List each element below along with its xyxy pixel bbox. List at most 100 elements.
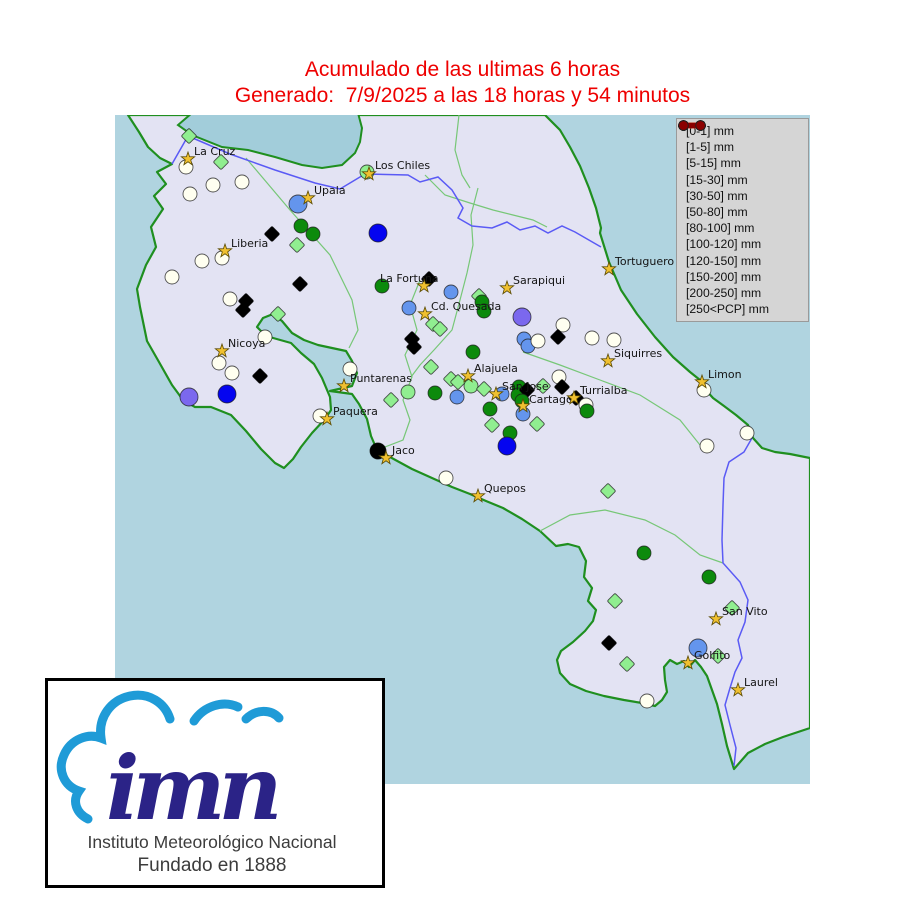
- city-label: Cd. Quesada: [431, 300, 501, 313]
- city-star-paquera: [319, 410, 335, 426]
- legend-item: [80-100] mm: [678, 120, 804, 236]
- station-dot-15-30mm: [476, 303, 492, 319]
- legend-item: [150-200] mm: [678, 120, 804, 285]
- city-label: San Vito: [722, 605, 768, 618]
- imn-logo: imn Instituto Meteorológico Nacional Fun…: [45, 678, 385, 888]
- city-label: Quepos: [484, 482, 526, 495]
- station-dot-0-1mm: [182, 186, 198, 202]
- legend-label: [250<PCP] mm: [686, 302, 769, 317]
- legend-item: [50-80] mm: [678, 120, 804, 220]
- city-star-puntarenas: [336, 377, 352, 393]
- imn-logo-graphic: imn Instituto Meteorológico Nacional Fun…: [56, 690, 337, 876]
- station-dot-50-80mm: [217, 384, 237, 404]
- city-star-cd-quesada: [417, 305, 433, 321]
- station-dot-5-15mm: [535, 378, 551, 394]
- city-label: San Jose: [502, 380, 549, 393]
- legend-label: [30-50] mm: [686, 188, 748, 203]
- station-dot-1-5mm: [252, 368, 268, 384]
- province-line: [539, 509, 724, 564]
- station-dot-0-1mm: [530, 333, 546, 349]
- station-dot-5-15mm: [600, 483, 616, 499]
- station-dot-5-15mm: [710, 648, 726, 664]
- city-label: Laurel: [744, 676, 778, 689]
- rainfall-legend: [0-1] mm [1-5] mm [5-15] mm [15-30] mm […: [676, 118, 809, 323]
- city-star-jaco: [378, 449, 394, 465]
- map-subtitle-generated: Generado: 7/9/2025 a las 18 horas y 54 m…: [234, 84, 691, 107]
- city-star-siquirres: [600, 352, 616, 368]
- city-label: Limon: [708, 368, 742, 381]
- city-label: Turrialba: [579, 384, 627, 397]
- station-dot-5-15mm: [213, 154, 229, 170]
- station-dot-5-15mm: [450, 374, 466, 390]
- station-dot-1-5mm: [292, 276, 308, 292]
- station-dot-30-50mm: [449, 389, 465, 405]
- costa-rica-map-svg: La Cruz Los Chiles Upala Liberia La Fortuna S…: [126, 115, 810, 771]
- station-dot-80-100mm: [179, 387, 199, 407]
- panama-border-line: [721, 437, 753, 767]
- city-star-la-fortuna: [416, 277, 432, 293]
- station-dot-0-1mm: [342, 361, 358, 377]
- station-dot-15-30mm: [579, 403, 595, 419]
- station-dot-0-1mm: [639, 693, 655, 709]
- city-label: Siquirres: [614, 347, 662, 360]
- cloud-icon: [56, 690, 284, 824]
- station-dot-0-1mm: [438, 470, 454, 486]
- city-star-liberia: [217, 242, 233, 258]
- station-dot-15-30mm: [374, 278, 390, 294]
- station-dot-80-100mm: [512, 307, 532, 327]
- station-dot-50-80mm: [368, 223, 388, 243]
- city-star-quepos: [470, 487, 486, 503]
- legend-label: [5-15] mm: [686, 156, 741, 171]
- city-label: Puntarenas: [350, 372, 412, 385]
- station-dot-0-1mm: [234, 174, 250, 190]
- station-dot-1-5mm: [550, 329, 566, 345]
- station-dot-0-1mm: [211, 355, 227, 371]
- station-dot-0-1mm: [194, 253, 210, 269]
- legend-item: [15-30] mm: [678, 120, 804, 188]
- station-dot-15-30mm: [305, 226, 321, 242]
- station-dot-5-15mm: [289, 237, 305, 253]
- station-dot-5-15mm: [724, 600, 740, 616]
- city-label: Paquera: [333, 405, 378, 418]
- city-label: La Fortuna: [380, 272, 439, 285]
- station-dot-5-15mm: [619, 656, 635, 672]
- station-dot-1-5mm: [264, 226, 280, 242]
- station-dot-30-50mm: [288, 194, 308, 214]
- city-star-sarapiqui: [499, 279, 515, 295]
- city-label: Alajuela: [474, 362, 518, 375]
- city-star-upala: [300, 189, 316, 205]
- city-label: Tortuguero: [614, 255, 674, 268]
- city-label: Cartago: [529, 393, 573, 406]
- station-dot-30-50mm: [401, 300, 417, 316]
- station-dot-0-1mm: [606, 332, 622, 348]
- station-dot-5-15mm: [423, 359, 439, 375]
- lake-nicaragua: [176, 115, 364, 170]
- station-dot-5-15mm: [607, 593, 623, 609]
- city-label: Nicoya: [228, 337, 265, 350]
- legend-label: [200-250] mm: [686, 285, 762, 300]
- legend-label: [80-100] mm: [686, 221, 755, 236]
- city-label: Liberia: [231, 237, 268, 250]
- legend-item: [250<PCP] mm: [678, 120, 804, 317]
- imn-logo-script: imn: [106, 736, 278, 840]
- station-dot-1-5mm: [554, 379, 570, 395]
- city-star-tortuguero: [601, 260, 617, 276]
- imn-logo-name: Instituto Meteorológico Nacional: [87, 832, 336, 852]
- legend-label: [120-150] mm: [686, 253, 762, 268]
- city-star-cartago: [515, 397, 531, 413]
- station-dot-15-30mm: [636, 545, 652, 561]
- station-dot-0-1mm: [222, 291, 238, 307]
- station-dot-5-15mm: [181, 128, 197, 144]
- city-star-limon: [694, 373, 710, 389]
- city-label: Sarapiqui: [513, 274, 565, 287]
- station-dot-15-30mm: [482, 401, 498, 417]
- station-dot-0-1mm: [224, 365, 240, 381]
- legend-item: [120-150] mm: [678, 120, 804, 269]
- city-star-los-chiles: [361, 165, 377, 181]
- province-line: [454, 115, 471, 189]
- city-label: La Cruz: [194, 145, 236, 158]
- station-dot-1-5mm: [235, 302, 251, 318]
- station-dot-15-30mm: [701, 569, 717, 585]
- province-line: [522, 351, 701, 446]
